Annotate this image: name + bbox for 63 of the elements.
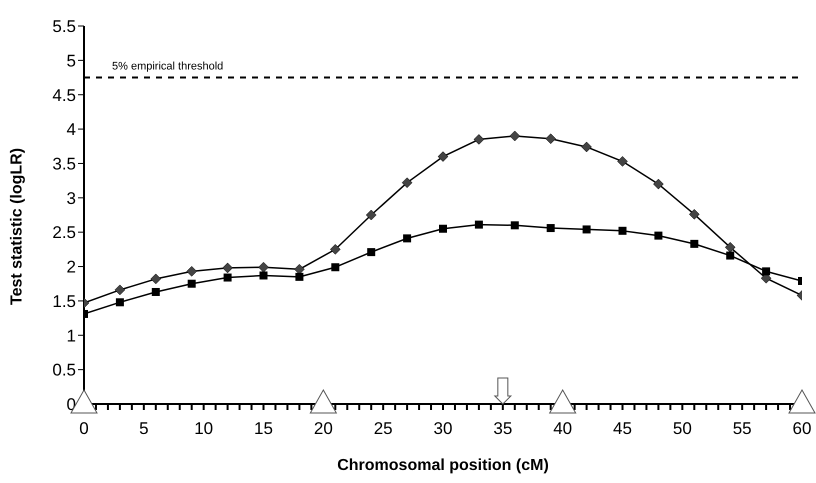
point	[689, 209, 700, 220]
point	[403, 234, 412, 242]
x-tick-label: 10	[194, 419, 214, 438]
point	[653, 178, 664, 190]
x-tick-label: 40	[553, 419, 572, 438]
point	[510, 221, 519, 230]
point	[186, 266, 197, 277]
point	[545, 133, 556, 144]
point	[366, 210, 376, 220]
point	[188, 280, 196, 288]
point	[222, 262, 233, 274]
point	[260, 271, 268, 280]
x-tick-label: 60	[792, 419, 812, 438]
point	[224, 274, 232, 282]
y-tick-label: 3.5	[52, 154, 76, 174]
point	[150, 274, 162, 284]
point	[114, 284, 126, 296]
x-tick-label: 50	[672, 419, 692, 438]
point	[546, 224, 555, 232]
y-tick-label: 2	[66, 258, 76, 277]
point	[581, 142, 592, 152]
y-tick-label: 5.5	[52, 17, 76, 36]
y-tick-label: 3	[66, 188, 76, 208]
point	[618, 226, 626, 235]
point	[724, 242, 736, 253]
point	[438, 151, 448, 162]
point	[726, 252, 734, 260]
point	[582, 225, 591, 234]
x-tick-label: 20	[314, 419, 333, 438]
point	[402, 177, 412, 188]
y-tick-label: 4	[66, 120, 76, 140]
point	[116, 298, 124, 306]
y-tick-label: 1.5	[52, 292, 76, 311]
y-tick-label: 5	[66, 51, 76, 70]
point	[654, 232, 662, 240]
y-tick-label: 0.5	[52, 360, 76, 380]
point	[330, 244, 341, 255]
point	[295, 272, 304, 281]
x-tick-label: 25	[374, 419, 393, 438]
x-tick-label: 45	[613, 419, 632, 438]
point	[617, 156, 628, 167]
point	[690, 240, 698, 248]
point	[331, 263, 340, 272]
y-tick-label: 2.5	[52, 223, 76, 242]
point	[367, 248, 376, 256]
x-axis-title: Chromosomal position (cM)	[337, 457, 549, 474]
x-tick-label: 30	[434, 419, 452, 438]
point	[762, 267, 770, 276]
y-tick-label: 1	[66, 326, 76, 346]
x-tick-label: 55	[732, 419, 752, 438]
y-tick-label: 4.5	[52, 86, 76, 105]
x-tick-label: 15	[254, 419, 273, 438]
point	[510, 130, 520, 142]
x-tick-label: 5	[139, 419, 149, 438]
x-tick-label: 35	[493, 419, 512, 438]
point	[439, 224, 447, 233]
x-tick-label: 0	[79, 419, 89, 438]
point	[152, 288, 160, 296]
point	[474, 134, 484, 145]
point	[474, 220, 483, 229]
y-axis-title: Test statistic (logLR)	[8, 148, 26, 305]
ref-line-label: 5% empirical threshold	[112, 60, 224, 73]
point	[258, 262, 269, 272]
